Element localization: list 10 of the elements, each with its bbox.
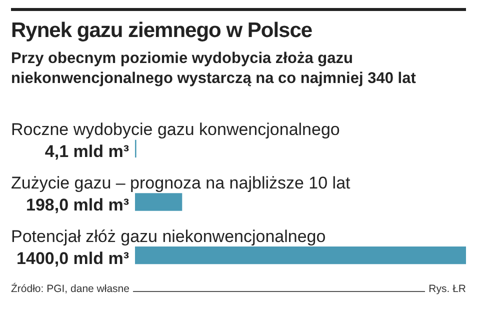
chart-title: Rynek gazu ziemnego w Polsce — [11, 19, 314, 43]
chart-subtitle: Przy obecnym poziomie wydobycia złoża gazu niekonwencjonalnego wystarczą na co najmniej 340 lat — [11, 49, 417, 89]
data-label: 198,0 mld m³ — [26, 196, 130, 214]
y-tick-label: Roczne wydobycie gazu konwencjonalnego — [11, 120, 340, 140]
text: Rys. ŁR — [428, 283, 466, 295]
y-tick-label: Zużycie gazu – prognoza na najbliższe 10 lat — [11, 174, 351, 192]
data-label: 1400,0 mld m³ — [16, 248, 130, 268]
text: Źródło: PGI, dane własne — [11, 283, 130, 295]
data-label: 4,1 mld m³ — [44, 142, 130, 162]
y-tick-label: Potencjał złóż gazu niekonwencjonalnego — [11, 226, 326, 246]
